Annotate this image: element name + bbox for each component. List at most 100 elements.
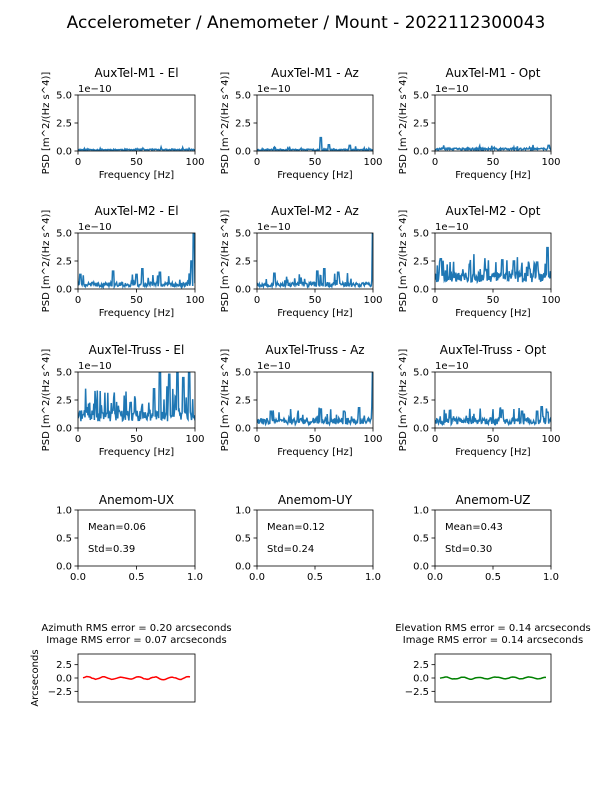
axis-offset-label: 1e−10 xyxy=(257,222,291,233)
psd-panel-4: AuxTel-M2 - El 1e−10 0 50 100 0.0 2.5 5.0 Freque… xyxy=(41,204,205,319)
y-tick-label: 0.0 xyxy=(413,562,429,573)
panel-title: AuxTel-M2 - El xyxy=(94,204,178,218)
panel-title: Anemom-UY xyxy=(278,493,353,507)
psd-panel-8: AuxTel-Truss - Az 1e−10 0 50 100 0.0 2.5 5.0 Fre… xyxy=(220,343,383,458)
axes-frame xyxy=(256,371,374,429)
y-tick-label: 2.5 xyxy=(235,119,251,130)
y-axis-label: PSD [m^2/(Hz s^4)] xyxy=(398,210,409,313)
x-tick-label: 0 xyxy=(75,157,81,168)
y-tick-label: 2.5 xyxy=(235,257,251,268)
y-tick-label: 5.0 xyxy=(56,91,72,102)
std-value: Std=0.39 xyxy=(88,544,135,555)
x-axis-label: Frequency [Hz] xyxy=(455,308,531,319)
x-tick-label: 0.5 xyxy=(485,572,501,583)
y-tick-label: 0.0 xyxy=(56,147,72,158)
panel-title: AuxTel-M1 - Az xyxy=(271,66,359,80)
axes-frame xyxy=(434,232,552,290)
axis-offset-label: 1e−10 xyxy=(257,361,291,372)
axes-frame xyxy=(434,371,552,429)
y-tick-label: 2.5 xyxy=(56,119,72,130)
x-tick-label: 50 xyxy=(309,434,322,445)
y-tick-label: 0.0 xyxy=(56,562,72,573)
axes-frame xyxy=(256,232,374,290)
axes-frame xyxy=(77,509,196,567)
y-tick-label: 0.0 xyxy=(413,285,429,296)
axis-offset-label: 1e−10 xyxy=(435,84,469,95)
y-tick-label: 0.0 xyxy=(56,285,72,296)
psd-panel-1: AuxTel-M1 - El 1e−10 0 50 100 0.0 2.5 5.0 Freque… xyxy=(41,66,205,181)
axes-frame xyxy=(434,509,552,567)
x-tick-label: 0.5 xyxy=(307,572,323,583)
x-tick-label: 50 xyxy=(487,434,500,445)
y-axis-label: PSD [m^2/(Hz s^4)] xyxy=(398,72,409,175)
x-tick-label: 50 xyxy=(130,157,143,168)
axis-offset-label: 1e−10 xyxy=(435,361,469,372)
x-tick-label: 100 xyxy=(363,157,382,168)
y-tick-label: 2.5 xyxy=(413,660,429,671)
x-tick-label: 0 xyxy=(254,434,260,445)
x-axis-label: Frequency [Hz] xyxy=(277,308,353,319)
axes-frame xyxy=(434,94,552,152)
y-tick-label: 0.0 xyxy=(413,147,429,158)
psd-series xyxy=(435,246,551,285)
error-series xyxy=(82,675,191,681)
x-axis-label: Frequency [Hz] xyxy=(455,447,531,458)
x-axis-label: Frequency [Hz] xyxy=(99,170,175,181)
axis-offset-label: 1e−10 xyxy=(435,222,469,233)
x-tick-label: 0 xyxy=(254,295,260,306)
y-axis-label: PSD [m^2/(Hz s^4)] xyxy=(41,210,52,313)
y-tick-label: 1.0 xyxy=(235,506,251,517)
axis-offset-label: 1e−10 xyxy=(78,361,112,372)
x-axis-label: Frequency [Hz] xyxy=(277,447,353,458)
image-rms-subtitle: Image RMS error = 0.07 arcseconds xyxy=(46,635,226,646)
y-tick-label: 0.0 xyxy=(235,147,251,158)
x-tick-label: 100 xyxy=(541,157,560,168)
y-axis-label: PSD [m^2/(Hz s^4)] xyxy=(41,72,52,175)
y-tick-label: 1.0 xyxy=(56,506,72,517)
axes-frame xyxy=(434,653,552,703)
y-tick-label: 0.0 xyxy=(413,674,429,685)
psd-series xyxy=(435,405,551,427)
psd-panel-5: AuxTel-M2 - Az 1e−10 0 50 100 0.0 2.5 5.0 Freque… xyxy=(220,204,383,319)
axes-frame xyxy=(256,509,374,567)
x-tick-label: 0 xyxy=(75,295,81,306)
anemometer-panel-2: Anemom-UY 0.0 0.5 1.0 0.0 0.5 1.0 Mean=0.12 Std=… xyxy=(235,493,381,583)
y-tick-label: 5.0 xyxy=(56,368,72,379)
y-tick-label: 2.5 xyxy=(413,257,429,268)
rms-error-title: Elevation RMS error = 0.14 arcseconds xyxy=(395,623,591,634)
image-rms-subtitle: Image RMS error = 0.14 arcseconds xyxy=(403,635,583,646)
x-axis-label: Frequency [Hz] xyxy=(99,308,175,319)
y-tick-label: 2.5 xyxy=(56,396,72,407)
x-tick-label: 50 xyxy=(487,295,500,306)
psd-panel-2: AuxTel-M1 - Az 1e−10 0 50 100 0.0 2.5 5.0 Freque… xyxy=(220,66,383,181)
x-axis-label: Frequency [Hz] xyxy=(455,170,531,181)
x-tick-label: 100 xyxy=(363,295,382,306)
mean-value: Mean=0.12 xyxy=(267,522,325,533)
panel-title: AuxTel-Truss - Opt xyxy=(440,343,547,357)
psd-series xyxy=(257,372,373,427)
axes-frame xyxy=(77,653,196,703)
panel-title: AuxTel-M2 - Opt xyxy=(446,204,541,218)
y-tick-label: 0.0 xyxy=(235,285,251,296)
x-tick-label: 50 xyxy=(487,157,500,168)
x-tick-label: 50 xyxy=(309,295,322,306)
y-tick-label: 0.0 xyxy=(235,424,251,435)
panel-title: AuxTel-M2 - Az xyxy=(271,204,359,218)
axes-frame xyxy=(256,94,374,152)
x-tick-label: 0 xyxy=(432,295,438,306)
panel-title: Anemom-UX xyxy=(99,493,174,507)
y-tick-label: −2.5 xyxy=(405,687,429,698)
error-series xyxy=(439,676,546,681)
y-tick-label: 0.0 xyxy=(413,424,429,435)
x-tick-label: 0.0 xyxy=(427,572,443,583)
y-axis-label: Arcseconds xyxy=(30,649,41,706)
y-tick-label: 5.0 xyxy=(235,368,251,379)
psd-panel-6: AuxTel-M2 - Opt 1e−10 0 50 100 0.0 2.5 5.0 Frequ… xyxy=(398,204,561,319)
x-tick-label: 100 xyxy=(185,295,204,306)
y-tick-label: 0.0 xyxy=(235,562,251,573)
y-tick-label: 0.0 xyxy=(56,674,72,685)
x-tick-label: 100 xyxy=(185,434,204,445)
x-tick-label: 50 xyxy=(130,295,143,306)
psd-panel-3: AuxTel-M1 - Opt 1e−10 0 50 100 0.0 2.5 5.0 Frequ… xyxy=(398,66,561,181)
psd-series xyxy=(257,136,373,151)
